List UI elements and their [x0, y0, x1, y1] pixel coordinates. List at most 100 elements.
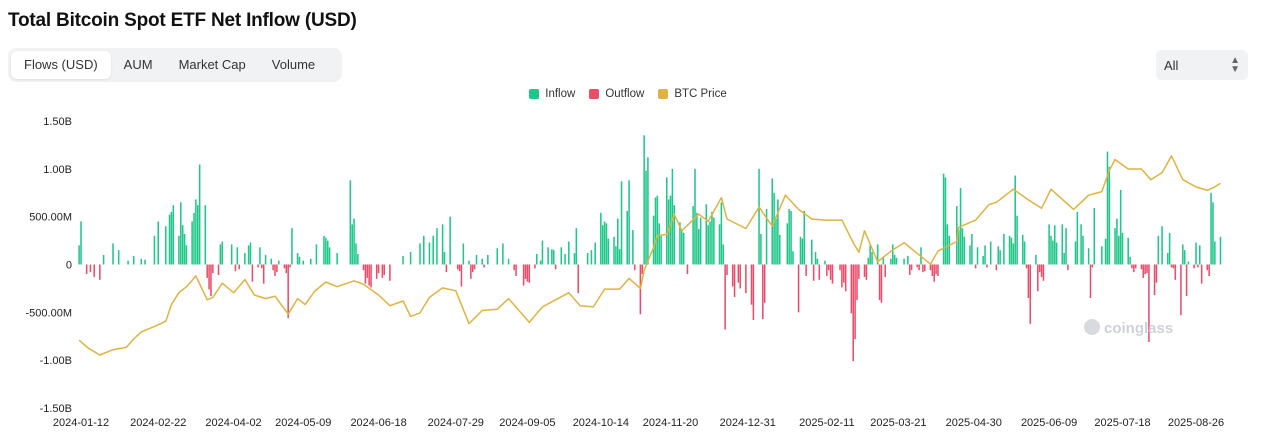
page-title: Total Bitcoin Spot ETF Net Inflow (USD): [8, 10, 357, 31]
inflow-bar: [277, 260, 280, 265]
inflow-bar: [244, 253, 246, 265]
inflow-bar: [907, 255, 909, 265]
outflow-bar: [1206, 264, 1209, 271]
inflow-bar: [507, 258, 510, 265]
inflow-bar: [667, 199, 670, 265]
inflow-bar: [682, 232, 685, 265]
y-tick-label: 500.00M: [29, 212, 72, 224]
inflow-bar: [628, 180, 630, 265]
inflow-bar: [1129, 256, 1131, 265]
legend-item-inflow[interactable]: Inflow: [529, 88, 575, 100]
outflow-bar: [1146, 264, 1148, 274]
outflow-bar: [1140, 264, 1143, 270]
outflow-bar: [910, 264, 913, 271]
outflow-bar: [733, 264, 736, 298]
inflow-bar: [462, 243, 465, 265]
inflow-bar: [671, 168, 674, 265]
inflow-bar: [502, 243, 504, 265]
outflow-bar: [212, 264, 214, 274]
inflow-bar: [326, 240, 329, 265]
outflow-bar: [522, 264, 525, 286]
watermark-text: coinglass: [1104, 320, 1173, 337]
outflow-bar: [633, 264, 636, 271]
range-select[interactable]: All ▲ ▼: [1156, 50, 1248, 80]
inflow-bar: [1012, 243, 1015, 265]
inflow-bar: [942, 173, 945, 265]
tab-volume[interactable]: Volume: [271, 57, 316, 72]
inflow-bar: [803, 210, 806, 265]
outflow-bar: [935, 264, 937, 275]
inflow-bar: [665, 177, 668, 265]
inflow-bar: [1219, 236, 1222, 265]
outflow-bar: [289, 264, 291, 268]
outflow-bar: [85, 264, 88, 275]
inflow-bar: [876, 244, 879, 265]
inflow-bar: [890, 258, 892, 265]
inflow-bar: [699, 217, 702, 265]
inflow-bar: [336, 253, 338, 265]
x-tick-label: 2024-12-31: [720, 417, 776, 429]
inflow-bar: [618, 249, 621, 265]
outflow-bar: [827, 264, 830, 271]
inflow-bar: [80, 221, 82, 265]
inflow-bar: [436, 228, 438, 265]
outflow-bar: [762, 264, 764, 320]
inflow-bar: [539, 260, 542, 265]
inflow-bar: [1050, 235, 1052, 265]
inflow-bar: [647, 157, 649, 265]
inflow-bar: [185, 245, 188, 265]
outflow-bar: [750, 264, 753, 305]
inflow-bar: [428, 242, 431, 265]
inflow-bar: [1063, 253, 1065, 265]
y-tick-label: 1.00B: [43, 164, 72, 176]
inflow-bar: [891, 244, 894, 265]
x-tick-label: 2024-06-18: [350, 417, 406, 429]
legend-label-outflow: Outflow: [605, 88, 645, 100]
outflow-bar: [206, 264, 208, 278]
outflow-bar: [208, 264, 210, 290]
inflow-bar: [989, 241, 992, 265]
inflow-bar: [153, 235, 156, 265]
inflow-bar: [117, 250, 120, 265]
inflow-bar: [948, 235, 951, 265]
tab-aum[interactable]: AUM: [123, 57, 153, 72]
inflow-bar: [1074, 241, 1077, 265]
tab-flows-usd[interactable]: Flows (USD): [11, 51, 111, 79]
inflow-bar: [652, 215, 655, 265]
inflow-bar: [168, 214, 171, 265]
outflow-bar: [995, 264, 998, 271]
inflow-bar: [547, 247, 549, 265]
btc-price-line: [78, 155, 1221, 356]
inflow-bar: [645, 170, 647, 265]
outflow-bar: [261, 264, 263, 269]
inflow-bar: [264, 254, 267, 265]
inflow-bar: [560, 247, 563, 265]
legend-item-outflow[interactable]: Outflow: [589, 88, 644, 100]
outflow-bar: [1040, 264, 1043, 277]
outflow-bar: [922, 264, 924, 273]
inflow-bar: [441, 224, 444, 265]
outflow-bar: [577, 264, 579, 294]
outflow-bar: [383, 264, 385, 276]
outflow-bar: [843, 264, 845, 283]
inflow-bar: [811, 239, 813, 265]
outflow-bar: [285, 264, 288, 274]
outflow-bar: [1133, 264, 1135, 273]
inflow-bar: [903, 258, 905, 265]
inflow-bar: [1183, 250, 1186, 265]
y-tick-label: 0: [66, 260, 72, 272]
outflow-bar: [89, 264, 92, 273]
y-tick-label: -1.50B: [40, 403, 72, 415]
inflow-bar: [617, 218, 619, 265]
inflow-bar: [594, 242, 596, 265]
outflow-bar: [470, 264, 472, 279]
inflow-bar: [195, 199, 197, 265]
outflow-bar: [370, 264, 372, 288]
legend-item-btc-price[interactable]: BTC Price: [658, 88, 727, 100]
outflow-bar: [99, 264, 101, 280]
tab-market-cap[interactable]: Market Cap: [178, 57, 246, 72]
inflow-bar: [963, 236, 966, 265]
inflow-bar: [969, 245, 971, 265]
outflow-bar: [805, 264, 807, 276]
inflow-bar: [957, 230, 960, 265]
